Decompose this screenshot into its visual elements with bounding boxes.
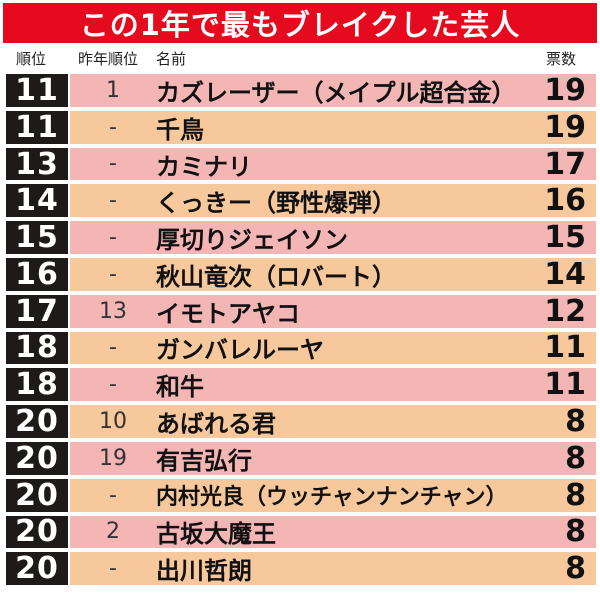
row-background	[70, 110, 596, 144]
rank-cell: 14	[6, 183, 68, 218]
row-background	[70, 184, 596, 218]
votes-cell: 19	[544, 109, 586, 145]
row-background	[70, 552, 596, 586]
comedian-name: 千鳥	[156, 115, 204, 144]
rank-cell: 11	[6, 110, 68, 145]
comedian-name: 内村光良（ウッチャンナンチャン）	[156, 485, 508, 511]
row-background	[70, 441, 596, 475]
comedian-name: 和牛	[156, 373, 204, 402]
votes-cell: 8	[565, 440, 586, 476]
ranking-table: 11 1 カズレーザー（メイプル超合金） 19 11- 千鳥 19 13- カミナリ 17 14- く…	[0, 72, 600, 587]
row-background	[70, 478, 596, 512]
prev-rank-cell: -	[109, 335, 117, 361]
comedian-name: 出川哲朗	[156, 557, 252, 586]
table-row: 15 - 厚切りジェイソン 15	[0, 219, 600, 256]
prev-rank-cell: 1	[106, 77, 120, 103]
row-background	[70, 257, 596, 291]
rank-cell: 11	[6, 73, 68, 108]
row-background	[70, 368, 596, 402]
rank-cell: 17	[6, 294, 68, 329]
header-prev-rank: 昨年順位	[78, 50, 139, 68]
prev-rank-cell: -	[109, 114, 117, 140]
votes-cell: 11	[544, 330, 586, 366]
rank-cell: 13	[6, 147, 68, 182]
votes-cell: 17	[544, 146, 586, 182]
prev-rank-cell: -	[109, 372, 117, 398]
table-row: 18 - ガンバレルーヤ 11	[0, 330, 600, 367]
votes-cell: 8	[565, 551, 586, 587]
votes-cell: 16	[544, 183, 586, 219]
rank-cell: 20	[6, 551, 68, 586]
comedian-name: カズレーザー（メイプル超合金）	[156, 78, 516, 107]
prev-rank-cell: -	[109, 225, 117, 251]
rank-cell: 15	[6, 220, 68, 255]
rank-cell: 16	[6, 257, 68, 292]
votes-cell: 11	[544, 367, 586, 403]
table-row: 16 - 秋山竜次（ロバート） 14	[0, 256, 600, 293]
comedian-name: 秋山竜次（ロバート）	[156, 262, 396, 291]
rank-cell: 20	[6, 514, 68, 549]
prev-rank-cell: 13	[99, 298, 127, 324]
row-background	[70, 147, 596, 181]
comedian-name: 古坂大魔王	[156, 520, 276, 549]
comedian-name: カミナリ	[156, 152, 252, 181]
row-background	[70, 515, 596, 549]
table-row: 20 - 出川哲朗 8	[0, 550, 600, 587]
prev-rank-cell: 10	[99, 409, 127, 435]
table-row: 17 13 イモトアヤコ 12	[0, 293, 600, 330]
prev-rank-cell: 19	[99, 445, 127, 471]
rank-cell: 20	[6, 441, 68, 476]
votes-cell: 8	[565, 477, 586, 513]
votes-cell: 8	[565, 514, 586, 550]
votes-cell: 12	[544, 293, 586, 329]
prev-rank-cell: -	[109, 482, 117, 508]
table-row: 20 2 古坂大魔王 8	[0, 514, 600, 551]
table-row: 20 19 有吉弘行 8	[0, 440, 600, 477]
table-row: 13 - カミナリ 17	[0, 146, 600, 183]
prev-rank-cell: -	[109, 188, 117, 214]
rank-cell: 20	[6, 404, 68, 439]
prev-rank-cell: 2	[106, 519, 120, 545]
row-background	[70, 405, 596, 438]
comedian-name: イモトアヤコ	[156, 299, 300, 328]
ranking-title: この1年で最もブレイクした芸人	[3, 3, 597, 43]
table-row: 20 10 あばれる君 8	[0, 403, 600, 440]
table-header: 順位 昨年順位 名前 票数	[0, 44, 600, 70]
rank-cell: 18	[6, 330, 68, 365]
comedian-name: 厚切りジェイソン	[156, 226, 348, 254]
rank-cell: 20	[6, 478, 68, 513]
rank-cell: 18	[6, 367, 68, 402]
row-background	[70, 331, 596, 365]
votes-cell: 19	[544, 72, 586, 108]
comedian-name: あばれる君	[156, 410, 276, 438]
table-row: 20 - 内村光良（ウッチャンナンチャン） 8	[0, 477, 600, 514]
votes-cell: 8	[565, 404, 586, 440]
header-rank: 順位	[16, 50, 47, 68]
votes-cell: 14	[544, 256, 586, 292]
row-background	[70, 221, 596, 254]
table-row: 11 - 千鳥 19	[0, 109, 600, 146]
prev-rank-cell: -	[109, 261, 117, 287]
row-background	[70, 74, 596, 107]
prev-rank-cell: -	[109, 556, 117, 582]
header-name: 名前	[156, 50, 187, 68]
comedian-name: くっきー（野性爆弾）	[156, 189, 396, 218]
votes-cell: 15	[544, 220, 586, 256]
row-background	[70, 294, 596, 328]
comedian-name: ガンバレルーヤ	[156, 336, 324, 365]
prev-rank-cell: -	[109, 151, 117, 177]
comedian-name: 有吉弘行	[156, 446, 252, 475]
table-row: 14 - くっきー（野性爆弾） 16	[0, 182, 600, 219]
table-row: 11 1 カズレーザー（メイプル超合金） 19	[0, 72, 600, 109]
table-row: 18 - 和牛 11	[0, 366, 600, 403]
header-votes: 票数	[546, 50, 577, 68]
